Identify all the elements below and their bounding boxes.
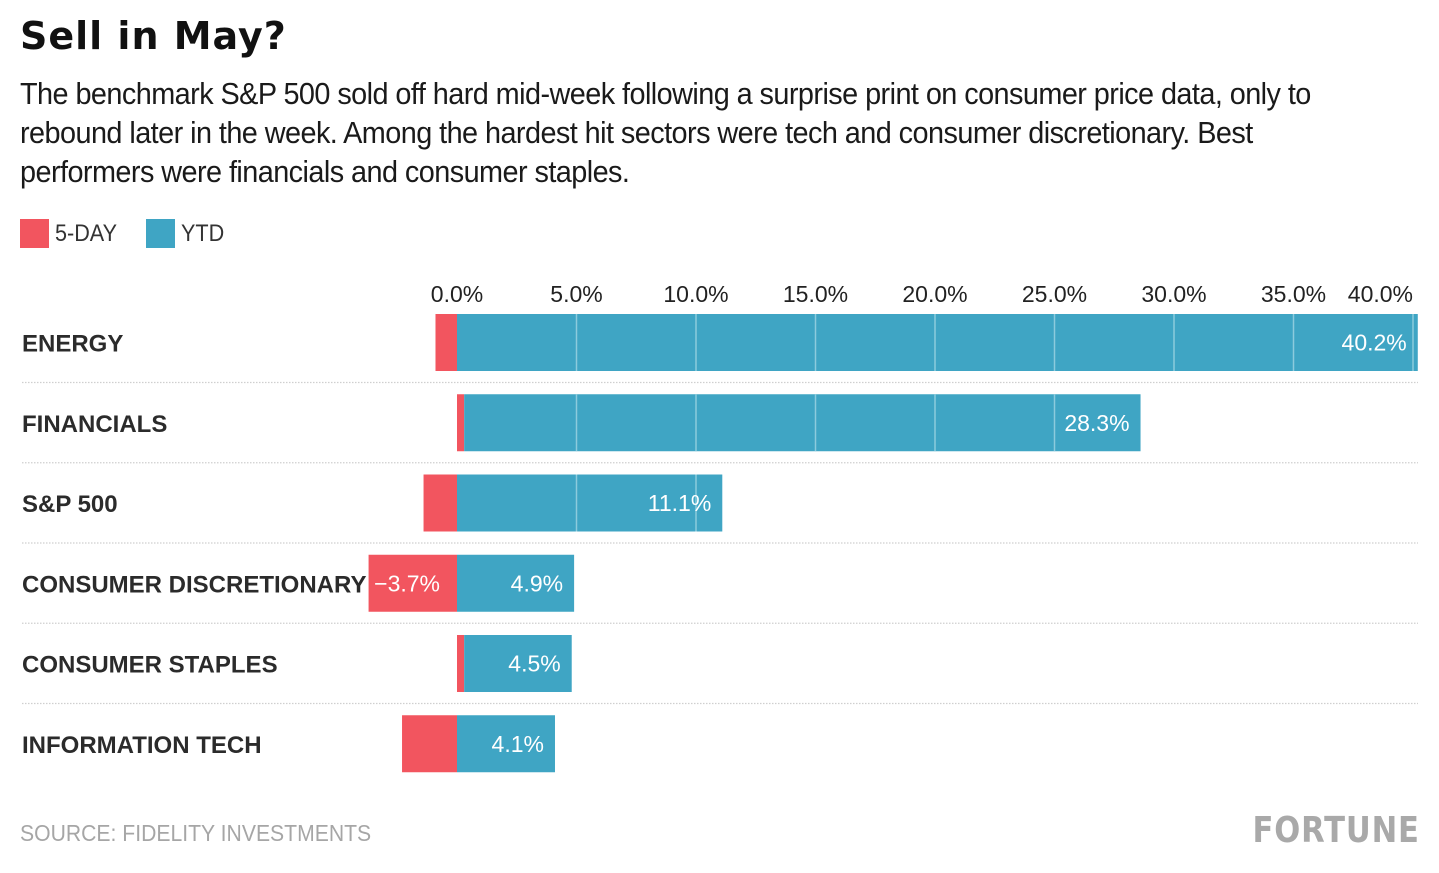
bar-5-day-sandp-500 [423,474,457,532]
legend-label-5-day: 5-DAY [55,219,118,247]
data-label-5-day-consumer-discretionary: −3.7% [374,570,440,596]
x-tick-label: 0.0% [431,281,483,307]
legend-swatch-ytd [145,219,175,248]
x-tick-label: 25.0% [1022,281,1087,307]
bar-5-day-consumer-discretionary [368,554,457,612]
data-label-ytd-information-tech: 4.1% [492,731,544,757]
category-label-sandp-500: S&P 500 [22,491,118,518]
chart-subtitle: The benchmark S&P 500 sold off hard mid-… [20,76,1311,189]
legend: 5-DAY YTD [20,219,251,248]
brand-logo: FORTUNE [1252,810,1420,851]
data-label-ytd-consumer-staples: 4.5% [508,651,560,677]
x-tick-label: 35.0% [1261,281,1326,307]
x-tick-label: 5.0% [550,281,602,307]
category-label-information-tech: INFORMATION TECH [22,732,262,759]
data-label-ytd-energy: 40.2% [1342,330,1407,356]
chart-title: Sell in May? [20,14,287,58]
bar-5-day-consumer-staples [457,635,465,692]
legend-label-ytd: YTD [180,219,225,247]
bar-ytd-sandp-500 [457,474,723,532]
x-tick-label: 40.0% [1348,281,1413,307]
data-label-ytd-sandp-500: 11.1% [648,490,712,516]
category-label-financials: FINANCIALS [22,411,167,438]
bar-ytd-consumer-staples [464,635,572,692]
bar-ytd-financials [464,394,1141,452]
bar-5-day-financials [457,394,465,452]
category-label-consumer-discretionary: CONSUMER DISCRETIONARY [22,571,366,598]
category-label-energy: ENERGY [22,331,123,358]
category-label-consumer-staples: CONSUMER STAPLES [22,652,278,679]
legend-item-ytd: YTD [145,219,229,248]
legend-swatch-5-day [20,219,49,248]
x-tick-label: 10.0% [663,281,728,307]
data-label-ytd-financials: 28.3% [1064,410,1129,436]
bar-ytd-consumer-discretionary [457,554,575,612]
bar-5-day-information-tech [402,715,457,773]
x-tick-label: 30.0% [1141,281,1206,307]
data-label-ytd-consumer-discretionary: 4.9% [511,570,563,596]
source-note: SOURCE: FIDELITY INVESTMENTS [20,820,372,846]
bar-5-day-energy [435,314,457,371]
bar-ytd-information-tech [457,715,555,773]
legend-item-5-day: 5-DAY [20,219,124,248]
x-tick-label: 15.0% [783,281,848,307]
x-tick-label: 20.0% [902,281,967,307]
bar-ytd-energy [457,314,1418,371]
